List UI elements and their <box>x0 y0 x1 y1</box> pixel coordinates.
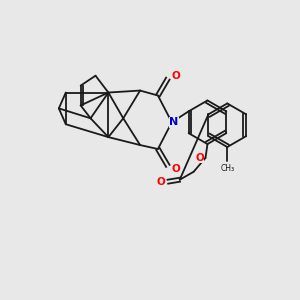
Text: O: O <box>157 177 165 187</box>
Text: O: O <box>171 164 180 174</box>
Text: O: O <box>171 71 180 81</box>
Text: O: O <box>195 153 204 163</box>
Text: N: N <box>169 117 178 127</box>
Text: CH₃: CH₃ <box>220 164 234 173</box>
